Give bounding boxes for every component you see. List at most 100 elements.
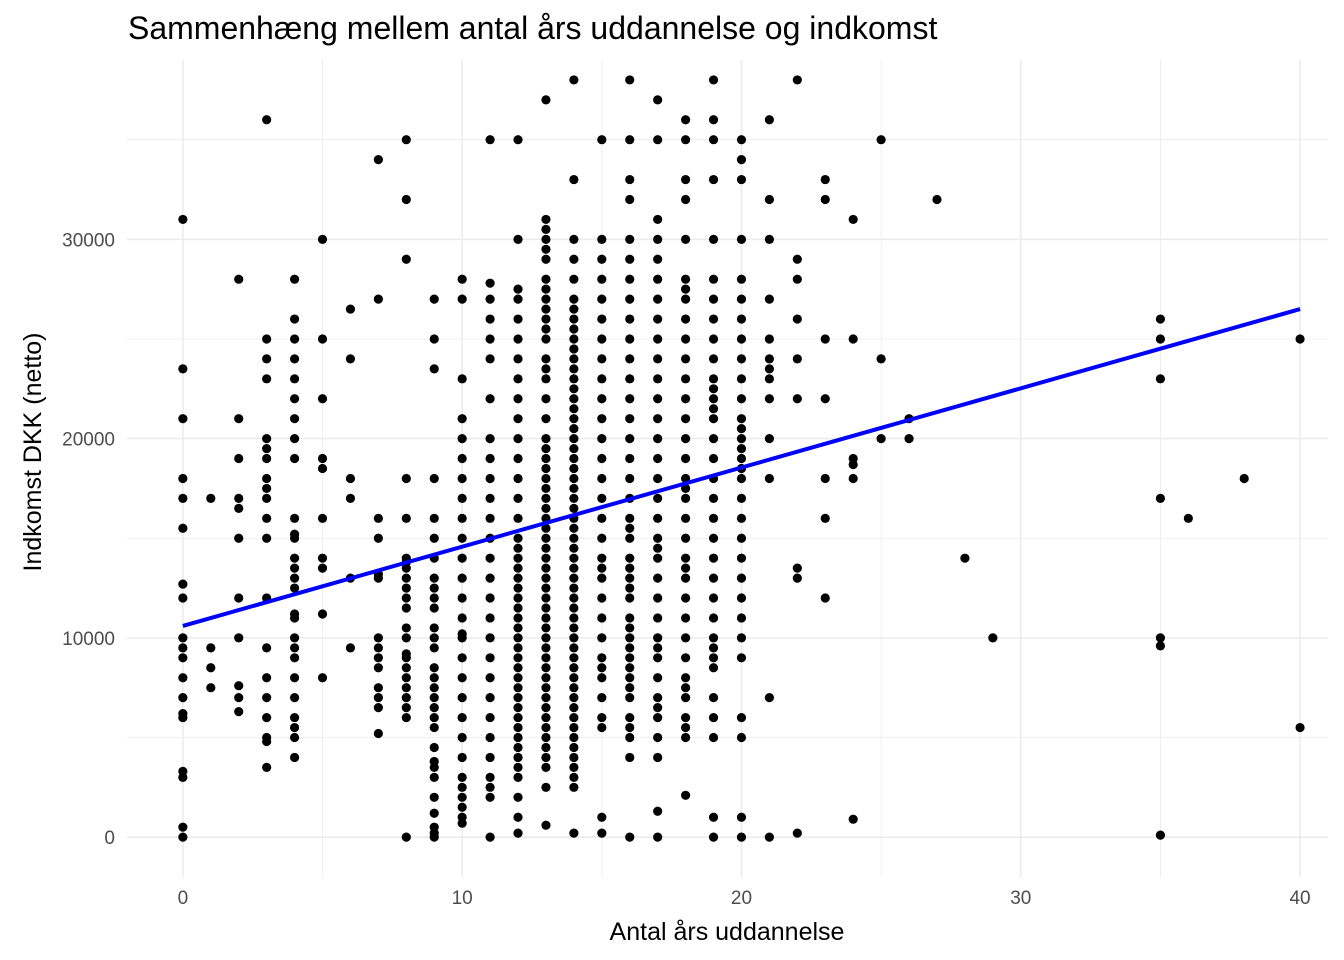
data-point (1155, 641, 1166, 651)
data-point (764, 473, 774, 484)
data-point (234, 707, 244, 717)
data-point (373, 513, 383, 523)
x-axis-ticks: 0 10 20 30 40 (178, 888, 1311, 909)
data-point (736, 354, 747, 364)
data-point (708, 633, 719, 643)
data-point (457, 294, 467, 304)
data-point (513, 334, 523, 344)
data-point (653, 633, 663, 643)
data-point (569, 394, 579, 404)
data-point (485, 354, 495, 364)
data-point (653, 543, 663, 553)
data-point (597, 613, 607, 623)
data-point (206, 643, 216, 653)
data-point (513, 812, 523, 822)
data-point (457, 633, 467, 643)
data-point (178, 832, 188, 842)
data-point (653, 394, 663, 404)
data-point (429, 593, 439, 603)
data-point (569, 304, 579, 314)
data-point (653, 234, 663, 244)
data-point (681, 194, 691, 205)
data-point (736, 334, 747, 344)
data-point (708, 434, 719, 444)
data-point (513, 135, 523, 145)
data-point (541, 653, 551, 663)
data-point (457, 553, 467, 563)
data-point (289, 453, 300, 464)
data-point (457, 274, 467, 284)
data-point (401, 573, 411, 583)
data-point (457, 374, 467, 384)
data-point (485, 832, 495, 842)
data-point (597, 513, 607, 523)
data-point (736, 294, 747, 304)
data-point (625, 334, 635, 344)
data-point (569, 364, 579, 374)
data-point (708, 643, 719, 653)
data-point (681, 633, 691, 643)
data-point (457, 613, 467, 623)
data-point (792, 354, 802, 364)
data-point (736, 832, 747, 842)
data-point (429, 792, 439, 802)
data-point (681, 274, 691, 284)
data-point (569, 384, 579, 394)
y-tick-label: 10000 (62, 629, 115, 650)
data-point (513, 663, 523, 673)
data-point (457, 712, 467, 723)
data-point (485, 772, 495, 782)
y-tick-label: 30000 (62, 230, 115, 251)
data-point (681, 284, 691, 294)
data-point (625, 354, 635, 364)
data-point (373, 683, 383, 693)
data-point (736, 374, 747, 384)
data-point (904, 434, 914, 444)
data-point (289, 274, 300, 284)
data-point (597, 673, 607, 683)
data-point (764, 115, 774, 125)
data-point (569, 553, 579, 563)
data-point (653, 643, 663, 653)
data-point (234, 453, 244, 464)
data-point (708, 593, 719, 603)
data-point (681, 613, 691, 623)
data-point (597, 712, 607, 723)
data-point (736, 493, 747, 503)
data-point (653, 832, 663, 842)
data-point (820, 473, 830, 484)
data-point (625, 573, 635, 583)
data-point (206, 683, 216, 693)
data-point (569, 294, 579, 304)
data-point (653, 513, 663, 523)
data-point (289, 722, 300, 733)
data-point (541, 483, 551, 494)
data-point (289, 583, 300, 593)
data-point (597, 663, 607, 673)
data-point (820, 194, 830, 205)
data-point (541, 673, 551, 683)
data-point (792, 573, 802, 583)
data-point (513, 613, 523, 623)
data-point (541, 613, 551, 623)
data-point (289, 563, 300, 573)
data-point (429, 643, 439, 653)
data-point (513, 762, 523, 773)
data-point (317, 563, 328, 573)
data-point (876, 135, 886, 145)
data-point (178, 523, 188, 533)
data-point (289, 394, 300, 404)
data-point (234, 503, 244, 513)
data-point (289, 573, 300, 583)
data-point (597, 653, 607, 663)
data-point (541, 593, 551, 603)
data-point (569, 782, 579, 792)
data-point (401, 473, 411, 484)
data-point (708, 294, 719, 304)
data-point (625, 613, 635, 623)
chart-title: Sammenhæng mellem antal års uddannelse o… (128, 10, 938, 46)
data-point (262, 533, 272, 543)
data-point (513, 732, 523, 743)
data-point (597, 334, 607, 344)
data-point (178, 653, 188, 663)
